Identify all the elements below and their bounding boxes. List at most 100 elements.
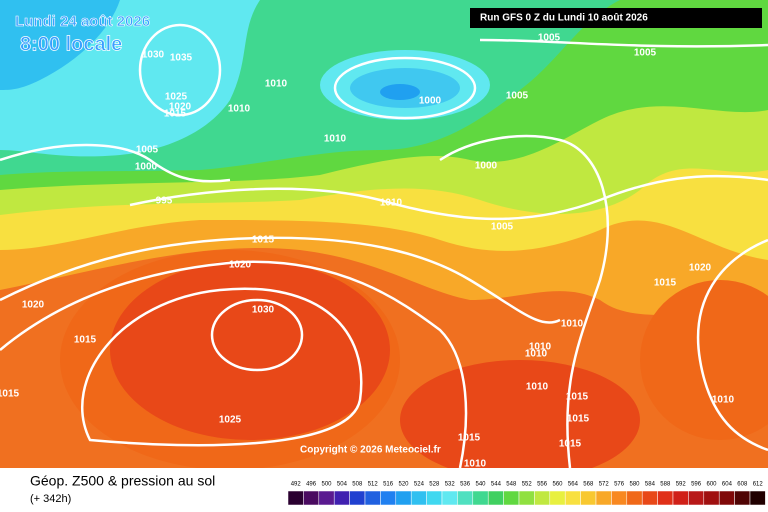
scale-swatch [549,490,566,506]
scale-swatch [318,490,335,506]
isobar-label: 1015 [567,414,590,425]
run-info: Run GFS 0 Z du Lundi 10 août 2026 [480,13,648,24]
isobar-label: 1000 [475,161,498,172]
scale-label: 572 [599,482,610,488]
scale-label: 496 [306,482,317,488]
scale-swatch [441,490,458,506]
scale-swatch [426,490,443,506]
scale-label: 500 [321,482,332,488]
isobar-label: 1010 [529,342,552,353]
scale-label: 568 [583,482,594,488]
scale-label: 612 [753,482,764,488]
scale-swatch [718,490,735,506]
scale-label: 528 [429,482,440,488]
scale-swatch [641,490,658,506]
scale-label: 516 [383,482,394,488]
scale-swatch [472,490,489,506]
scale-label: 576 [614,482,625,488]
scale-label: 556 [537,482,548,488]
isobar-label: 1010 [464,459,487,470]
isobar-label: 1015 [559,439,582,450]
isobar-label: 1010 [712,395,735,406]
scale-swatch [580,490,597,506]
scale-label: 504 [337,482,348,488]
run-box [470,8,762,28]
scale-swatch [595,490,612,506]
scale-swatch [611,490,628,506]
scale-label: 588 [660,482,671,488]
scale-swatch [534,490,551,506]
isobar-label: 1020 [169,102,192,113]
scale-swatch [503,490,520,506]
scale-label: 544 [491,482,502,488]
scale-label: 596 [691,482,702,488]
scale-swatch [703,490,720,506]
isobar-label: 1020 [22,300,45,311]
scale-swatch [349,490,366,506]
map-field [0,0,768,468]
scale-label: 552 [522,482,533,488]
isobar-label: 1025 [165,92,188,103]
isobar-label: 1020 [229,260,252,271]
scale-label: 532 [445,482,456,488]
isobar-label: 1005 [506,91,529,102]
map-date: Lundi 24 août 2026 [15,13,150,30]
scale-swatch [395,490,412,506]
scale-swatch [487,490,504,506]
isobar-label: 1000 [135,162,158,173]
isobar-label: 1000 [419,96,442,107]
scale-swatch [303,490,320,506]
isobar-label: 1015 [654,278,677,289]
isobar-label: 1015 [164,109,187,120]
legend-title: Géop. Z500 & pression au sol [30,473,215,489]
isobar-label: 1010 [324,134,347,145]
scale-label: 592 [676,482,687,488]
isobar-label: 1005 [136,145,159,156]
isobars [0,23,768,468]
isobar-label: 1010 [265,79,288,90]
isobar-label: 1005 [634,48,657,59]
scale-label: 520 [398,482,409,488]
scale-swatch [657,490,674,506]
scale-swatch [518,490,535,506]
scale-swatch [749,490,766,506]
scale-label: 524 [414,482,425,488]
scale-swatch [626,490,643,506]
scale-label: 580 [629,482,640,488]
scale-swatch [457,490,474,506]
scale-swatch [380,490,397,506]
scale-label: 492 [291,482,302,488]
scale-label: 600 [706,482,717,488]
isobar-label: 1030 [142,50,165,61]
isobar-label: 1030 [252,305,275,316]
isobar-label: 1010 [228,104,251,115]
map-time: 8:00 locale [20,33,122,55]
scale-label: 560 [552,482,563,488]
isobar-label: 1015 [458,433,481,444]
scale-swatch [734,490,751,506]
scale-label: 608 [737,482,748,488]
isobar-label: 1010 [526,382,549,393]
scale-label: 604 [722,482,733,488]
copyright: Copyright © 2026 Meteociel.fr [300,445,441,456]
scale-swatch [333,490,350,506]
isobar-label: 1015 [566,392,589,403]
legend-lead: (+ 342h) [30,493,71,505]
scale-label: 508 [352,482,363,488]
scale-swatch [410,490,427,506]
isobar-label: 995 [156,196,173,207]
scale-label: 584 [645,482,656,488]
isobar-label: 1005 [538,33,561,44]
isobar-label: 1010 [525,349,548,360]
scale-swatch [287,490,304,506]
scale-label: 540 [475,482,486,488]
scale-swatch [688,490,705,506]
scale-label: 548 [506,482,517,488]
scale-label: 536 [460,482,471,488]
isobar-label: 1010 [561,319,584,330]
isobar-label: 1015 [74,335,97,346]
isobar-label: 1010 [380,198,403,209]
scale-label: 512 [368,482,379,488]
